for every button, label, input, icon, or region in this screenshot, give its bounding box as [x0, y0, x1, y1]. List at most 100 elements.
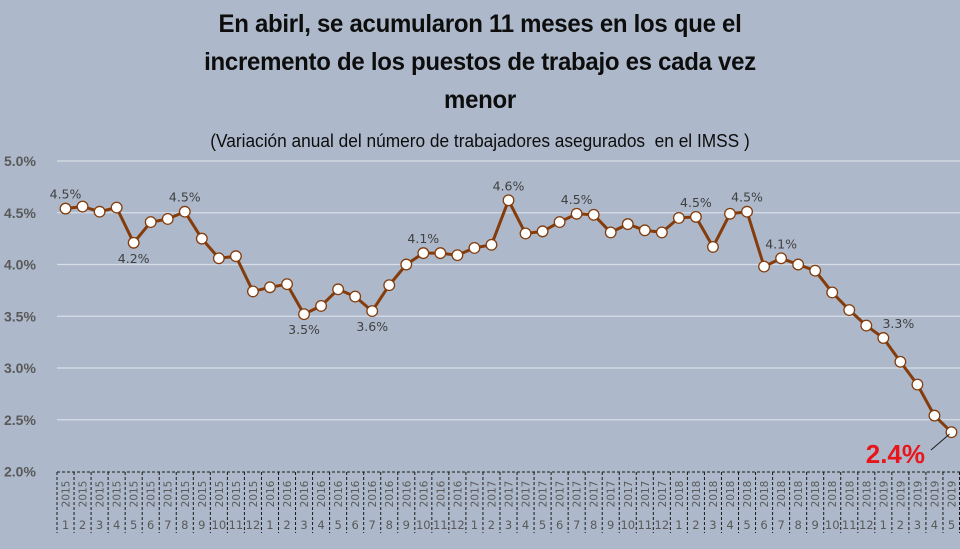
series-markers [59, 194, 958, 439]
x-tick-year: 2018 [674, 481, 686, 508]
x-tick-month: 7 [777, 518, 784, 532]
x-tick-year: 2017 [572, 481, 584, 508]
x-tick-year: 2018 [810, 481, 822, 508]
x-tick-month: 3 [914, 518, 921, 532]
data-point [741, 205, 753, 218]
x-tick-month: 2 [79, 518, 86, 532]
data-point [383, 279, 396, 292]
x-tick-month: 6 [351, 518, 358, 532]
x-tick-year: 2017 [555, 481, 567, 508]
data-point [553, 216, 566, 229]
x-tick-year: 2018 [759, 481, 771, 508]
x-tick-month: 3 [300, 518, 307, 532]
data-point [536, 225, 549, 238]
x-tick-month: 11 [229, 518, 244, 532]
chart-title-line-3: menor [444, 86, 516, 114]
x-tick-month: 10 [212, 518, 227, 532]
data-label: 4.2% [118, 251, 150, 266]
x-tick-year: 2018 [725, 481, 737, 508]
data-point [877, 332, 890, 344]
data-point [843, 304, 856, 316]
x-tick-month: 5 [130, 518, 137, 532]
x-tick-month: 2 [897, 518, 904, 532]
x-tick-month: 10 [620, 518, 635, 532]
y-tick-label: 4.5% [4, 205, 36, 221]
x-tick-month: 4 [317, 518, 324, 532]
data-point [246, 285, 259, 298]
x-tick-year: 2016 [333, 480, 345, 507]
x-tick-month: 6 [147, 518, 154, 532]
x-tick-month: 11 [842, 518, 857, 532]
x-tick-month: 9 [198, 518, 205, 532]
x-tick-year: 2017 [589, 481, 601, 508]
data-point [417, 247, 430, 260]
x-tick-year: 2015 [231, 481, 243, 508]
x-tick-month: 8 [386, 518, 393, 532]
x-tick-year: 2017 [486, 481, 498, 508]
data-label: 4.6% [493, 178, 525, 193]
data-label-leader-line [930, 433, 950, 451]
x-tick-year: 2015 [197, 481, 209, 508]
x-tick-year: 2016 [350, 480, 362, 507]
data-point [59, 202, 72, 215]
data-point [76, 200, 89, 213]
x-tick-year: 2017 [538, 481, 550, 508]
x-tick-month: 12 [655, 518, 670, 532]
x-tick-month: 5 [334, 518, 341, 532]
x-tick-year: 2015 [214, 481, 226, 508]
data-point [93, 205, 106, 218]
x-tick-year: 2015 [78, 481, 90, 508]
x-tick-month: 9 [607, 518, 614, 532]
x-tick-month: 1 [880, 518, 887, 532]
data-point [792, 258, 805, 271]
x-tick-month: 1 [675, 518, 682, 532]
data-label: 3.5% [288, 322, 320, 337]
data-point [212, 252, 225, 265]
x-tick-year: 2015 [180, 481, 192, 508]
x-tick-year: 2016 [265, 480, 277, 507]
data-point [366, 305, 379, 318]
y-tick-label: 3.0% [4, 360, 36, 376]
x-tick-month: 12 [859, 518, 874, 532]
x-tick-year: 2018 [708, 481, 720, 508]
data-point [451, 249, 464, 262]
data-label: 4.5% [50, 187, 82, 202]
x-tick-month: 9 [812, 518, 819, 532]
data-point [195, 232, 208, 245]
data-point [826, 286, 839, 299]
x-tick-month: 12 [246, 518, 261, 532]
x-tick-year: 2019 [895, 481, 907, 508]
x-tick-year: 2016 [452, 480, 464, 507]
data-point [775, 252, 788, 265]
x-tick-year: 2017 [657, 481, 669, 508]
x-tick-month: 1 [62, 518, 69, 532]
data-point [638, 224, 651, 237]
x-tick-year: 2016 [299, 480, 311, 507]
x-tick-year: 2015 [163, 481, 175, 508]
x-tick-year: 2018 [742, 481, 754, 508]
x-tick-year: 2016 [282, 480, 294, 507]
x-tick-year: 2015 [248, 481, 260, 508]
data-point [672, 211, 685, 224]
x-tick-month: 2 [488, 518, 495, 532]
data-point [502, 194, 515, 207]
chart-subtitle: (Variación anual del número de trabajado… [210, 131, 750, 151]
data-point [161, 213, 174, 225]
data-point [758, 260, 771, 273]
data-point [724, 207, 736, 220]
x-tick-month: 8 [181, 518, 188, 532]
data-point [144, 216, 157, 229]
data-point [400, 258, 413, 271]
x-tick-month: 12 [450, 518, 465, 532]
x-tick-month: 7 [573, 518, 580, 532]
x-tick-year: 2018 [844, 481, 856, 508]
chart-title-line-1: En abirl, se acumularon 11 meses en los … [218, 10, 742, 38]
x-tick-month: 2 [283, 518, 290, 532]
x-tick-year: 2018 [861, 481, 873, 508]
gridlines [57, 160, 960, 421]
data-label: 4.1% [765, 236, 797, 251]
x-tick-year: 2018 [691, 481, 703, 508]
x-tick-month: 4 [931, 518, 938, 532]
data-point [298, 308, 310, 321]
x-tick-year: 2016 [367, 480, 379, 507]
